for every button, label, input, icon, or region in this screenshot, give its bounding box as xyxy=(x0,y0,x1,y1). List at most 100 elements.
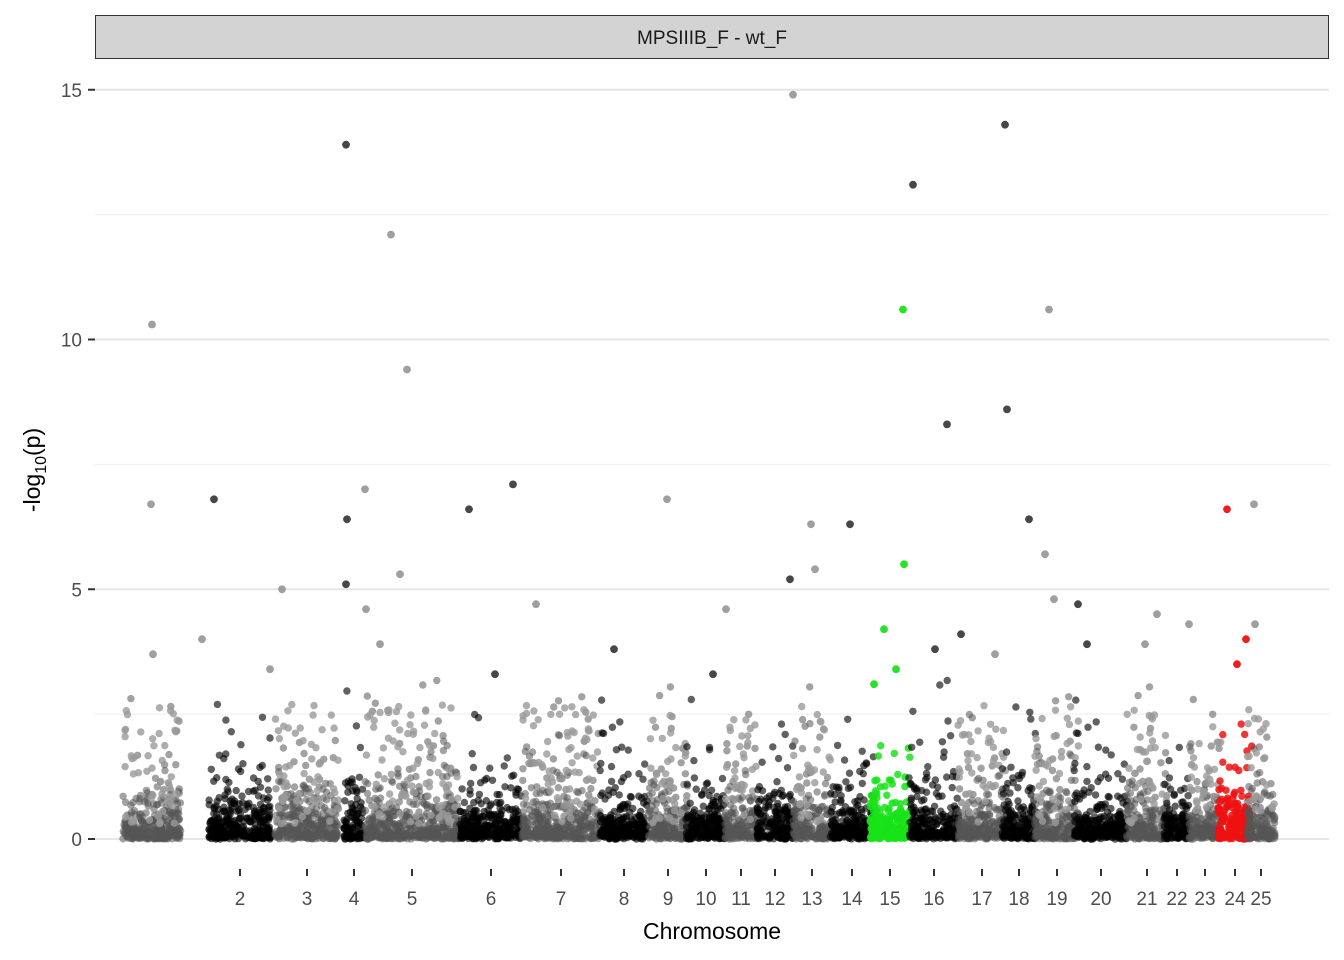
point xyxy=(142,786,151,794)
point xyxy=(285,826,294,835)
point xyxy=(119,792,127,800)
point xyxy=(1005,814,1013,822)
point xyxy=(589,711,597,719)
point xyxy=(443,786,451,795)
point xyxy=(550,811,559,819)
point xyxy=(171,726,179,734)
point xyxy=(409,764,417,772)
point xyxy=(525,833,533,842)
point xyxy=(379,744,388,752)
point xyxy=(145,816,154,824)
point xyxy=(396,726,404,734)
point xyxy=(607,762,616,771)
point xyxy=(546,799,555,807)
point xyxy=(570,834,579,843)
point xyxy=(436,824,444,832)
point xyxy=(565,823,573,831)
point xyxy=(487,800,495,808)
point xyxy=(611,784,619,792)
point xyxy=(881,782,889,790)
point xyxy=(756,810,764,819)
point xyxy=(129,770,138,778)
point xyxy=(989,743,998,752)
point xyxy=(283,811,291,819)
point xyxy=(438,701,447,709)
point xyxy=(811,779,819,787)
point xyxy=(806,719,814,728)
point xyxy=(685,828,693,836)
point xyxy=(121,725,130,734)
point xyxy=(496,815,504,823)
point xyxy=(697,815,705,823)
point xyxy=(121,762,129,771)
point xyxy=(396,810,404,818)
point xyxy=(648,789,656,797)
point xyxy=(165,782,174,790)
point xyxy=(568,759,576,767)
point xyxy=(122,707,130,715)
point xyxy=(121,732,129,741)
point xyxy=(565,808,574,817)
point xyxy=(617,777,626,786)
point xyxy=(220,828,229,836)
point xyxy=(170,819,178,827)
point xyxy=(908,829,917,837)
point xyxy=(521,794,530,802)
point xyxy=(596,766,604,775)
point xyxy=(304,807,312,815)
point xyxy=(149,735,157,743)
point xyxy=(856,835,864,843)
point xyxy=(341,797,349,805)
point xyxy=(419,681,427,689)
point xyxy=(611,835,620,843)
point xyxy=(173,716,181,724)
point xyxy=(838,823,846,832)
point xyxy=(126,826,134,834)
point xyxy=(924,763,932,771)
point xyxy=(522,824,530,832)
point xyxy=(649,716,657,724)
point xyxy=(958,731,967,739)
point xyxy=(742,716,750,724)
point xyxy=(1014,797,1022,805)
point xyxy=(459,834,467,842)
point xyxy=(816,733,824,741)
point xyxy=(488,818,496,827)
point xyxy=(543,737,552,746)
point xyxy=(466,790,474,798)
point xyxy=(578,693,586,701)
point xyxy=(652,834,661,842)
point xyxy=(859,770,867,778)
point xyxy=(481,822,489,830)
point xyxy=(317,802,326,810)
point xyxy=(155,729,163,738)
point xyxy=(554,731,563,739)
point xyxy=(723,747,731,755)
point xyxy=(582,751,590,760)
point xyxy=(121,798,130,806)
point xyxy=(551,824,560,832)
point xyxy=(549,755,558,763)
point xyxy=(158,829,166,837)
point xyxy=(279,744,288,752)
point xyxy=(272,828,280,836)
point xyxy=(646,735,655,743)
point xyxy=(482,774,491,783)
point xyxy=(742,770,750,779)
point xyxy=(150,742,158,750)
point xyxy=(453,773,461,781)
point xyxy=(624,800,632,808)
point xyxy=(690,756,698,765)
point xyxy=(666,683,675,691)
point xyxy=(498,806,506,815)
point xyxy=(685,835,693,843)
point xyxy=(726,723,734,731)
point xyxy=(917,806,925,814)
point xyxy=(724,816,733,824)
point xyxy=(374,771,382,779)
point xyxy=(651,723,660,731)
point xyxy=(264,786,272,794)
point xyxy=(597,759,605,768)
point xyxy=(1017,805,1025,813)
point xyxy=(883,791,891,799)
